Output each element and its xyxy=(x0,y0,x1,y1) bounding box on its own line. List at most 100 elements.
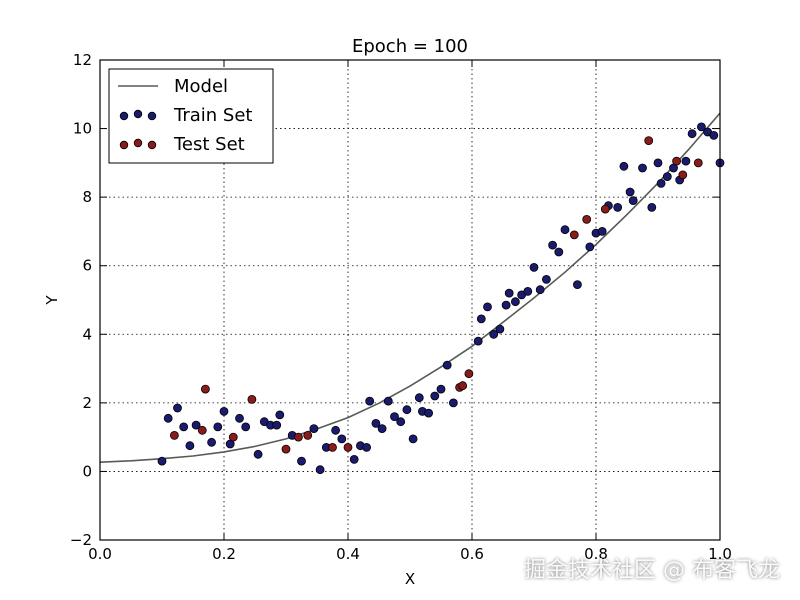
train-point xyxy=(430,391,440,401)
train-point xyxy=(504,288,514,298)
train-point xyxy=(653,158,663,168)
legend-test-label: Test Set xyxy=(173,134,245,155)
train-point xyxy=(662,172,672,182)
test-point xyxy=(672,156,681,166)
train-point xyxy=(362,442,372,452)
train-point xyxy=(597,226,607,236)
test-point xyxy=(644,136,654,146)
train-point xyxy=(297,456,306,466)
train-point xyxy=(542,274,551,284)
y-tick-label: −2 xyxy=(70,531,92,549)
train-point xyxy=(337,434,347,444)
model-line xyxy=(99,112,721,463)
train-point xyxy=(377,424,387,434)
train-point xyxy=(681,156,691,166)
train-point xyxy=(436,384,446,394)
x-tick-label: 0.4 xyxy=(336,545,360,563)
train-point xyxy=(697,122,706,132)
train-point xyxy=(309,424,319,434)
test-point xyxy=(600,204,610,214)
x-tick-label: 0.6 xyxy=(460,545,484,563)
x-tick-label: 1.0 xyxy=(708,545,732,563)
train-point xyxy=(219,406,229,416)
train-point xyxy=(548,240,557,250)
train-point xyxy=(163,413,173,423)
train-point xyxy=(613,202,623,212)
y-tick-label: 0 xyxy=(82,462,92,480)
test-point xyxy=(343,442,353,452)
model-line-layer xyxy=(99,112,721,463)
train-point xyxy=(331,425,341,435)
train-point xyxy=(442,360,452,370)
train-point xyxy=(179,422,189,432)
train-point xyxy=(390,412,399,422)
train-point xyxy=(253,449,263,459)
train-point xyxy=(173,403,182,413)
y-tick-label: 4 xyxy=(82,325,92,343)
y-tick-label: 8 xyxy=(82,188,92,206)
train-point xyxy=(483,302,492,312)
train-point xyxy=(383,396,393,406)
train-point xyxy=(647,202,657,212)
x-tick-label: 0.0 xyxy=(88,545,112,563)
train-point xyxy=(365,396,375,406)
train-point xyxy=(191,420,201,430)
train-point xyxy=(448,398,458,408)
train-point xyxy=(501,300,511,310)
test-point xyxy=(678,170,688,180)
train-point xyxy=(241,422,251,432)
train-point xyxy=(529,262,539,272)
x-tick-label: 0.8 xyxy=(584,545,608,563)
train-point xyxy=(560,225,570,235)
test-point xyxy=(464,369,474,379)
test-point xyxy=(200,384,210,394)
legend-train-marker xyxy=(147,111,157,121)
chart-title: Epoch = 100 xyxy=(352,36,468,57)
test-point xyxy=(281,444,291,454)
train-point xyxy=(489,329,499,339)
train-point xyxy=(235,413,244,423)
train-point xyxy=(709,130,719,140)
y-tick-label: 2 xyxy=(82,394,92,412)
train-point xyxy=(207,437,217,447)
train-point xyxy=(585,242,595,252)
legend-model-label: Model xyxy=(174,76,228,97)
train-point xyxy=(476,314,486,324)
train-point xyxy=(371,418,381,428)
train-point xyxy=(535,285,545,295)
train-point xyxy=(625,187,635,197)
train-point xyxy=(523,286,533,296)
plot-frame xyxy=(99,59,721,541)
watermark: 掘金技术社区 @ 布客飞龙 xyxy=(524,558,780,583)
legend: Model Train Set Test Set xyxy=(108,68,274,164)
train-point xyxy=(185,441,195,451)
train-point xyxy=(275,410,285,420)
test-point xyxy=(693,158,703,168)
train-point xyxy=(495,324,505,334)
test-point xyxy=(569,230,579,240)
legend-train-label: Train Set xyxy=(173,105,252,126)
train-point xyxy=(414,393,424,403)
test-point xyxy=(328,442,337,452)
train-point xyxy=(272,420,282,430)
test-point xyxy=(293,432,303,442)
train-point xyxy=(424,408,434,418)
test-point xyxy=(228,432,238,442)
train-point xyxy=(157,456,167,466)
train-point xyxy=(619,161,629,171)
x-tick-label: 0.2 xyxy=(212,545,236,563)
train-point xyxy=(687,129,697,139)
legend-test-marker xyxy=(147,140,157,150)
legend-train-marker xyxy=(133,109,143,119)
train-point xyxy=(213,422,223,432)
train-point xyxy=(511,297,520,307)
scatter-points-layer xyxy=(157,122,725,475)
test-point xyxy=(247,394,257,404)
y-tick-label: 12 xyxy=(73,51,92,69)
ticks: 0.0 0.2 0.4 0.6 0.8 1.0 −2 0 2 4 6 8 10 12 xyxy=(70,51,732,563)
y-axis-label: Y xyxy=(43,295,61,306)
legend-train-marker xyxy=(119,111,129,121)
test-point xyxy=(582,214,592,224)
train-point xyxy=(573,280,582,290)
x-axis-label: X xyxy=(405,570,415,588)
